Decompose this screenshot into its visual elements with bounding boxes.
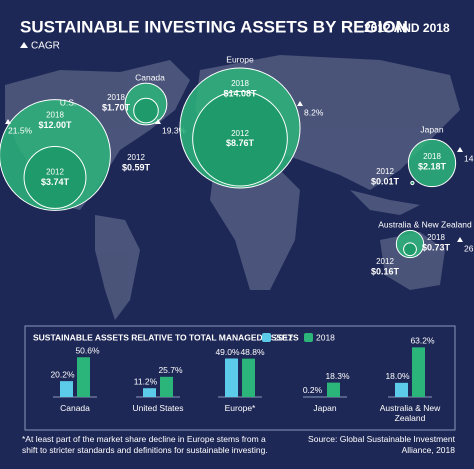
bubble-2012 — [23, 146, 87, 209]
bar — [77, 357, 90, 397]
year-2018: 2018 — [107, 93, 125, 102]
bar — [143, 388, 156, 397]
value-label: 25.7% — [158, 365, 183, 375]
cagr: 19.3% — [162, 125, 187, 135]
legend-label: 2018 — [316, 332, 335, 342]
value-label: 20.2% — [50, 369, 75, 379]
value-label: 63.2% — [410, 336, 435, 346]
cagr-arrow — [5, 119, 11, 124]
cagr-arrow — [155, 119, 161, 124]
value-2018: $0.73T — [422, 242, 451, 252]
value-2018: $1.70T — [102, 102, 131, 112]
year-2012: 2012 — [231, 129, 249, 138]
value-2018: $2.18T — [418, 161, 447, 171]
value-label: 49.0% — [215, 347, 240, 357]
x-tick-label: Europe* — [224, 403, 256, 413]
year-2012: 2012 — [127, 153, 145, 162]
cagr-legend-icon — [20, 42, 28, 48]
x-tick-label: Australia & New Zealand — [379, 403, 441, 423]
value-2012: $3.74T — [41, 177, 70, 187]
bar — [327, 382, 340, 397]
x-tick-label: United States — [132, 403, 184, 413]
year-2012: 2012 — [46, 168, 64, 177]
value-label: 50.6% — [75, 345, 100, 355]
bar-title: SUSTAINABLE ASSETS RELATIVE TO TOTAL MAN… — [33, 332, 299, 342]
year-2018: 2018 — [231, 79, 249, 88]
x-tick-label: Canada — [60, 403, 90, 413]
bubble-2012 — [133, 97, 159, 124]
cagr-legend: CAGR — [31, 41, 60, 52]
cagr: 8.2% — [304, 107, 324, 117]
value-label: 11.2% — [134, 376, 158, 386]
region-name: Australia & New Zealand — [378, 219, 472, 229]
bubble-2018 — [407, 138, 457, 188]
value-2012: $8.76T — [226, 138, 255, 148]
value-2012: $0.16T — [371, 266, 400, 276]
year-2018: 2018 — [427, 233, 445, 242]
bubble-2012 — [403, 242, 417, 257]
legend-swatch — [262, 333, 271, 342]
cagr: 21.5% — [8, 125, 33, 135]
value-label: 48.8% — [240, 347, 265, 357]
bar — [242, 358, 255, 397]
region-name: Canada — [135, 72, 165, 82]
value-2012: $0.59T — [122, 162, 151, 172]
bar — [225, 358, 238, 397]
bar — [160, 376, 173, 397]
cagr: 26.3% — [464, 243, 474, 253]
value-2018: $14.08T — [223, 88, 257, 98]
region-name: Europe — [226, 54, 254, 64]
year-2012: 2012 — [376, 257, 394, 266]
region-name: U.S. — [60, 97, 77, 107]
subtitle: 2012 AND 2018 — [364, 21, 450, 35]
panel-border — [24, 325, 456, 431]
region-name: Japan — [420, 124, 443, 134]
title: SUSTAINABLE INVESTING ASSETS BY REGION — [20, 17, 408, 36]
value-2012: $0.01T — [371, 176, 400, 186]
year-2018: 2018 — [46, 111, 64, 120]
value-label: 0.2% — [303, 385, 323, 395]
value-label: 18.3% — [325, 371, 350, 381]
year-2012: 2012 — [376, 167, 394, 176]
cagr-arrow — [297, 101, 303, 106]
value-label: 18.0% — [385, 371, 410, 381]
legend-swatch — [304, 333, 313, 342]
bar — [412, 347, 425, 397]
bar — [395, 382, 408, 397]
legend-label: 2012 — [274, 332, 293, 342]
cagr-arrow — [457, 237, 463, 242]
bubble-2012 — [410, 180, 415, 186]
value-2018: $12.00T — [38, 120, 72, 130]
source: Source: Global Sustainable Investment Al… — [308, 434, 455, 455]
cagr-arrow — [457, 147, 463, 152]
bar — [60, 381, 73, 397]
x-tick-label: Japan — [313, 403, 337, 413]
cagr: 145.3% — [464, 153, 474, 163]
footnote: *At least part of the market share decli… — [22, 434, 268, 455]
bubble-2012 — [192, 90, 288, 187]
year-2018: 2018 — [423, 152, 441, 161]
